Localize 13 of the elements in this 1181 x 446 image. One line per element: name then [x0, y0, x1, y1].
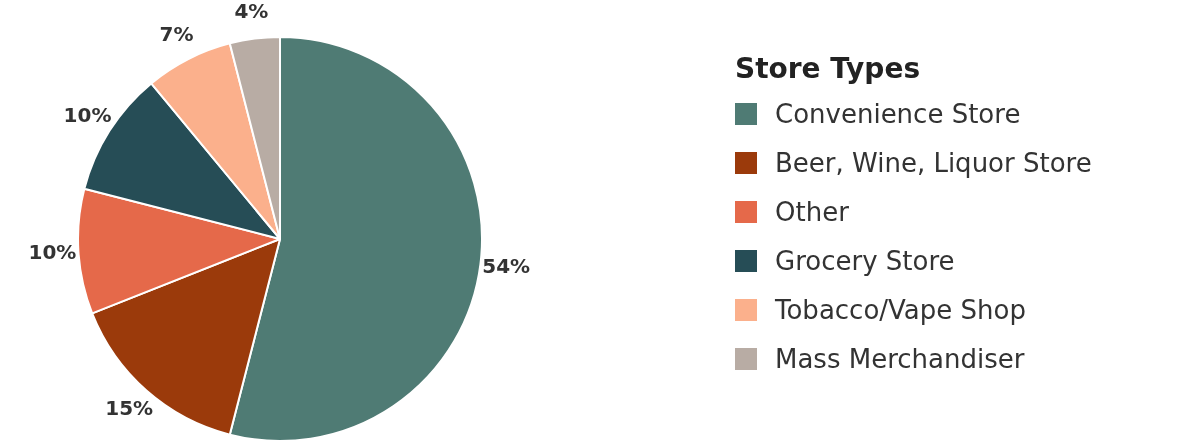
legend-title: Store Types — [735, 52, 922, 85]
legend-label: Convenience Store — [775, 98, 1021, 129]
legend-label: Grocery Store — [775, 245, 955, 276]
legend-label: Other — [775, 196, 849, 227]
data-label: 10% — [63, 103, 112, 128]
data-label: 15% — [105, 396, 154, 421]
legend-label: Beer, Wine, Liquor Store — [775, 147, 1092, 178]
legend-label: Tobacco/Vape Shop — [775, 294, 1026, 325]
data-label: 54% — [482, 253, 531, 278]
legend-label: Mass Merchandiser — [775, 343, 1025, 374]
data-label: 10% — [28, 239, 77, 264]
data-label: 4% — [234, 0, 269, 23]
data-label: 7% — [159, 22, 194, 47]
